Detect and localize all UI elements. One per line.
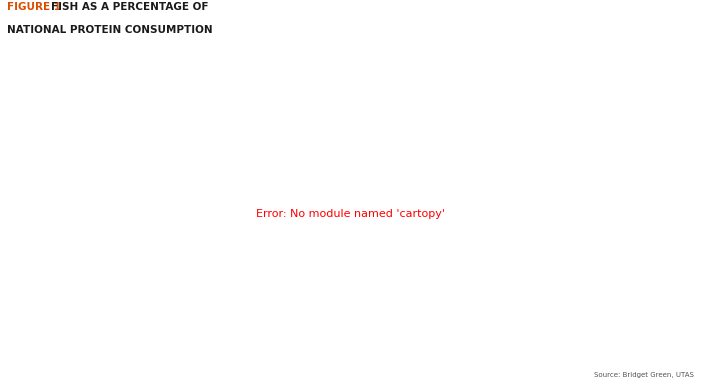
Text: FIGURE 1: FIGURE 1	[7, 2, 61, 12]
Text: Error: No module named 'cartopy': Error: No module named 'cartopy'	[256, 210, 445, 219]
Text: FISH AS A PERCENTAGE OF: FISH AS A PERCENTAGE OF	[51, 2, 209, 12]
Text: Source: Bridget Green, UTAS: Source: Bridget Green, UTAS	[594, 372, 694, 378]
Text: NATIONAL PROTEIN CONSUMPTION: NATIONAL PROTEIN CONSUMPTION	[7, 25, 212, 35]
